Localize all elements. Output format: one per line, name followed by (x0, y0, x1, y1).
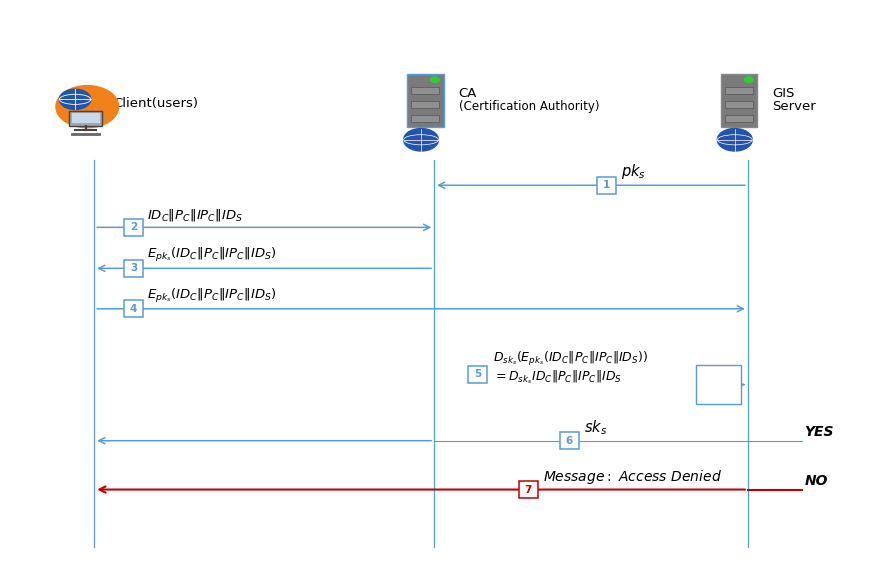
Text: Client(users): Client(users) (113, 98, 198, 111)
Bar (725, 115, 753, 122)
Text: $D_{sk_s}(E_{pk_s}(ID_C \| P_C \| IP_C \| ID_S))$: $D_{sk_s}(E_{pk_s}(ID_C \| P_C \| IP_C \… (494, 350, 649, 368)
Text: $E_{pk_s}(ID_C \| P_C \| IP_C \| ID_S)$: $E_{pk_s}(ID_C \| P_C \| IP_C \| ID_S)$ (147, 287, 277, 305)
Bar (597, 177, 617, 194)
Text: 5: 5 (474, 370, 481, 379)
Text: YES: YES (804, 425, 834, 439)
Text: $ID_C \| P_C \| IP_C \| ID_S$: $ID_C \| P_C \| IP_C \| ID_S$ (147, 208, 244, 223)
Circle shape (717, 129, 752, 151)
Bar (124, 219, 143, 236)
Bar (695, 365, 741, 404)
Text: (Certification Authority): (Certification Authority) (459, 100, 599, 113)
Text: 1: 1 (603, 180, 610, 191)
Text: CA: CA (459, 87, 477, 100)
Bar (560, 432, 579, 449)
Circle shape (745, 77, 753, 83)
Bar (518, 481, 538, 498)
Text: $pk_s$: $pk_s$ (621, 162, 645, 181)
Bar (69, 111, 102, 126)
Circle shape (431, 77, 439, 83)
Text: 3: 3 (130, 263, 137, 273)
Circle shape (403, 129, 438, 151)
Bar (407, 74, 444, 128)
Text: 4: 4 (130, 304, 137, 314)
Bar (124, 301, 143, 317)
Text: Server: Server (773, 100, 816, 113)
Text: $= D_{sk_s} ID_C \| P_C \| IP_C \| ID_S$: $= D_{sk_s} ID_C \| P_C \| IP_C \| ID_S$ (494, 368, 623, 386)
Bar (725, 87, 753, 94)
Bar (72, 113, 99, 124)
Text: $E_{pk_s}(ID_C \| P_C \| IP_C \| ID_S)$: $E_{pk_s}(ID_C \| P_C \| IP_C \| ID_S)$ (147, 247, 277, 264)
Circle shape (60, 89, 91, 109)
Ellipse shape (56, 86, 118, 128)
Bar (411, 115, 439, 122)
Bar (468, 366, 488, 383)
Text: 2: 2 (130, 222, 137, 232)
Text: GIS: GIS (773, 87, 795, 100)
Bar (725, 101, 753, 108)
Bar (721, 74, 758, 128)
Text: 7: 7 (524, 485, 532, 494)
Text: $\mathit{Message:\  Access\ Denied}$: $\mathit{Message:\ Access\ Denied}$ (543, 468, 722, 485)
Bar (124, 260, 143, 277)
Text: NO: NO (804, 474, 828, 488)
Bar (411, 101, 439, 108)
Text: $sk_s$: $sk_s$ (584, 418, 607, 437)
Text: 6: 6 (566, 435, 573, 446)
Bar (411, 87, 439, 94)
